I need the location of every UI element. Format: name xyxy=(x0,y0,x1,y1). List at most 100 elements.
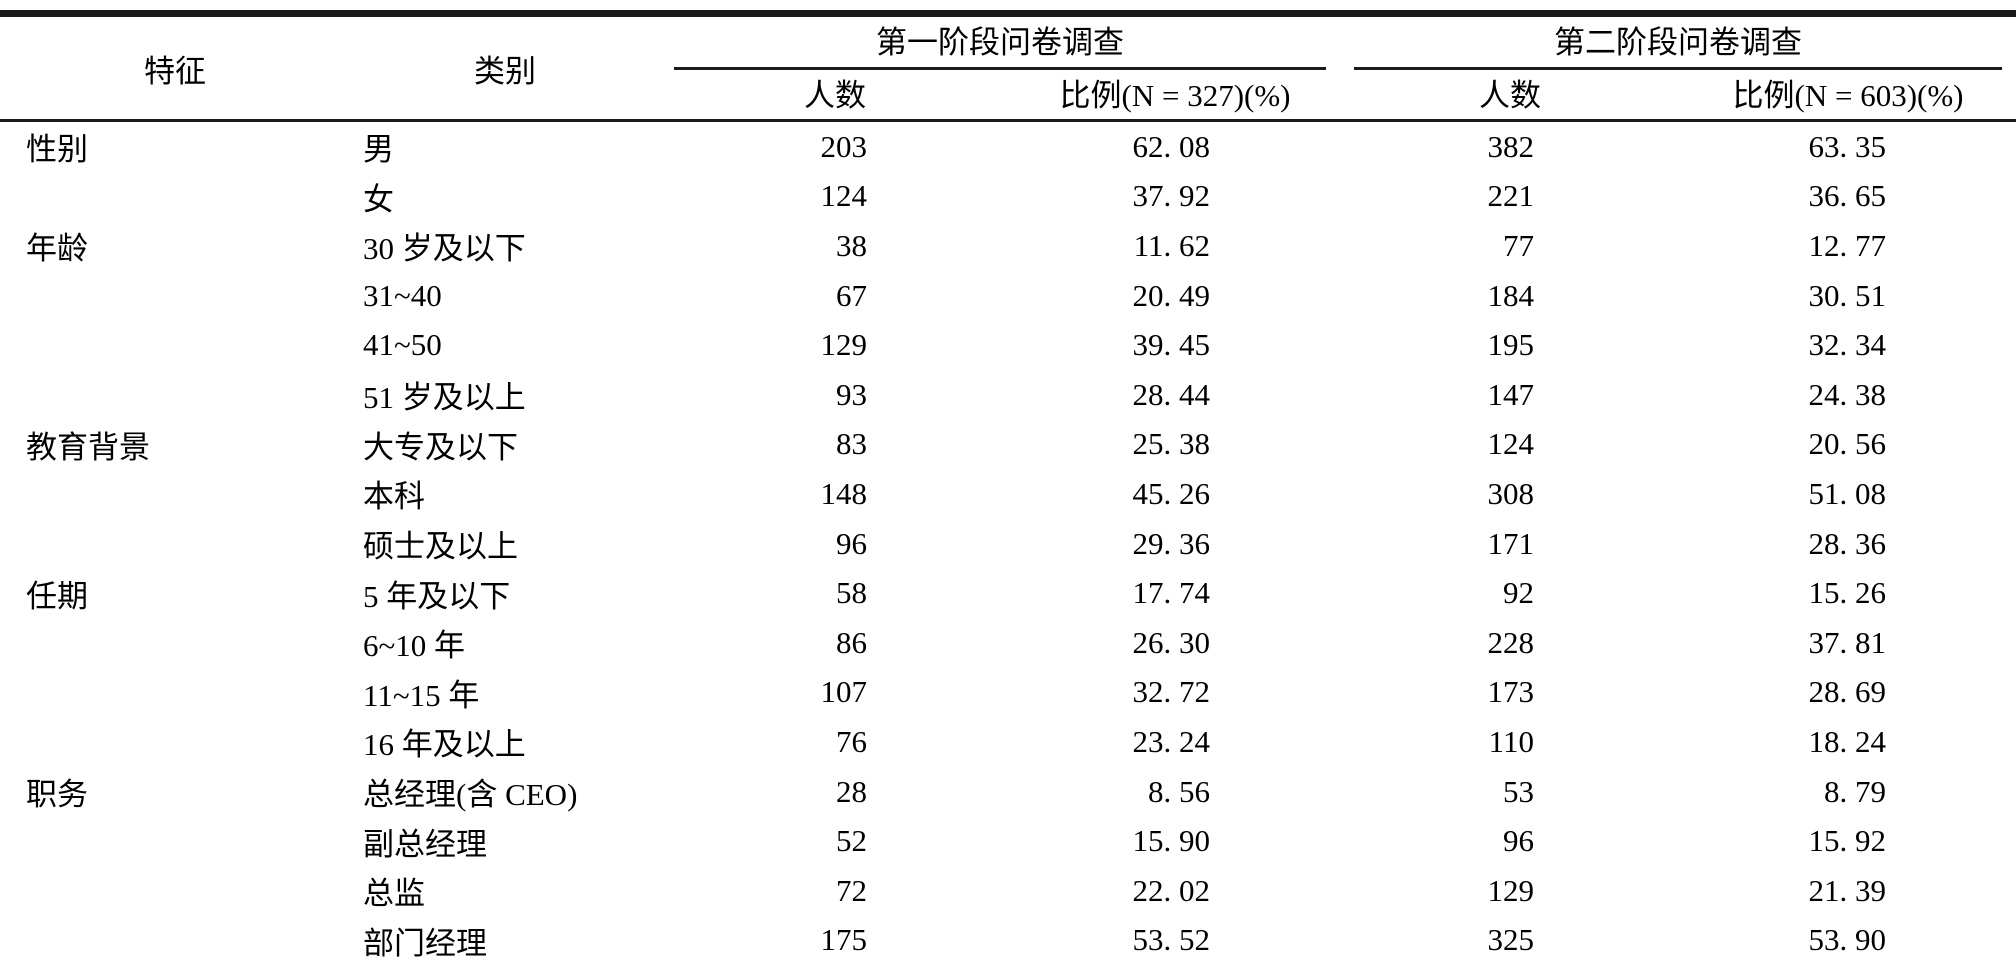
cell-category: 女 xyxy=(363,181,394,217)
cell-count-stage2: 382 xyxy=(1340,118,1680,172)
cell-count-stage1: 107 xyxy=(820,674,868,710)
cell-category: 总经理(含 CEO) xyxy=(363,777,578,813)
cell-count-stage2: 96 xyxy=(1503,823,1534,859)
cell-ratio-stage2: 28. 36 xyxy=(1808,525,1887,561)
cell-ratio-stage1: 53. 52 xyxy=(1132,922,1211,958)
cell-characteristic xyxy=(0,816,350,866)
cell-ratio-stage1: 39. 45 xyxy=(1132,327,1211,363)
cell-ratio-stage2: 53. 90 xyxy=(1808,922,1887,958)
cell-characteristic: 教育背景 xyxy=(26,429,150,465)
cell-ratio-stage2: 18. 24 xyxy=(1808,723,1887,759)
cell-category: 6~10 年 xyxy=(363,628,466,664)
table-row: 副总经理 52 15. 90 96 15. 92 xyxy=(0,816,2016,866)
cell-count-stage1: 148 xyxy=(820,475,868,511)
cell-count-stage1: 129 xyxy=(820,327,868,363)
cell-category: 51 岁及以上 xyxy=(363,380,526,416)
cell-count-stage2: 171 xyxy=(1487,525,1535,561)
cell-count-stage1: 86 xyxy=(836,624,867,660)
cell-ratio-stage2: 30. 51 xyxy=(1808,277,1887,313)
header-ratio-stage2: 比例(N = 603)(%) xyxy=(1732,78,1964,113)
cell-ratio-stage1: 62. 08 xyxy=(1010,118,1340,172)
cell-characteristic xyxy=(0,618,350,668)
cell-category: 5 年及以下 xyxy=(363,578,511,614)
cell-count-stage1: 83 xyxy=(836,426,867,462)
table-row: 6~10 年 86 26. 30 228 37. 81 xyxy=(0,618,2016,668)
cell-category: 男 xyxy=(350,118,660,172)
cell-ratio-stage1: 15. 90 xyxy=(1132,823,1211,859)
cell-count-stage1: 76 xyxy=(836,723,867,759)
header-category: 类别 xyxy=(474,53,536,89)
cell-ratio-stage1: 23. 24 xyxy=(1132,723,1211,759)
cell-count-stage2: 53 xyxy=(1503,773,1534,809)
header-group-stage1: 第一阶段问卷调查 xyxy=(660,14,1340,70)
cell-characteristic xyxy=(0,469,350,519)
cell-ratio-stage1: 22. 02 xyxy=(1132,872,1211,908)
cell-characteristic xyxy=(0,271,350,321)
cell-characteristic xyxy=(0,519,350,569)
cell-ratio-stage1: 45. 26 xyxy=(1132,475,1211,511)
cell-category: 41~50 xyxy=(363,327,442,363)
table-row: 部门经理 175 53. 52 325 53. 90 xyxy=(0,916,2016,960)
cell-ratio-stage2: 37. 81 xyxy=(1808,624,1887,660)
header-characteristic: 特征 xyxy=(144,53,206,89)
cell-characteristic: 年龄 xyxy=(26,231,88,267)
cell-category: 本科 xyxy=(363,479,425,515)
table-row: 31~40 67 20. 49 184 30. 51 xyxy=(0,271,2016,321)
cell-ratio-stage1: 25. 38 xyxy=(1132,426,1211,462)
cell-characteristic: 任期 xyxy=(26,578,88,614)
cell-count-stage1: 38 xyxy=(836,227,867,263)
header-group-stage2-label: 第二阶段问卷调查 xyxy=(1354,17,2002,70)
cell-ratio-stage2: 8. 79 xyxy=(1824,773,1886,809)
table-row: 任期 5 年及以下 58 17. 74 92 15. 26 xyxy=(0,568,2016,618)
cell-ratio-stage2: 28. 69 xyxy=(1808,674,1887,710)
cell-count-stage2: 147 xyxy=(1487,376,1535,412)
cell-ratio-stage2: 21. 39 xyxy=(1808,872,1887,908)
cell-characteristic xyxy=(0,370,350,420)
table-body: 性别 男 203 62. 08 382 63. 35 女 124 37. 92 … xyxy=(0,118,2016,960)
cell-category: 部门经理 xyxy=(363,925,487,960)
table-row: 职务 总经理(含 CEO) 28 8. 56 53 8. 79 xyxy=(0,767,2016,817)
cell-category: 副总经理 xyxy=(363,826,487,862)
cell-category: 16 年及以上 xyxy=(363,727,526,763)
cell-count-stage1: 28 xyxy=(836,773,867,809)
header-count-stage1: 人数 xyxy=(804,78,866,113)
cell-characteristic xyxy=(0,320,350,370)
cell-ratio-stage2: 12. 77 xyxy=(1808,227,1887,263)
table-row: 本科 148 45. 26 308 51. 08 xyxy=(0,469,2016,519)
cell-ratio-stage2: 36. 65 xyxy=(1808,178,1887,214)
cell-count-stage2: 325 xyxy=(1487,922,1535,958)
cell-count-stage1: 93 xyxy=(836,376,867,412)
table-row: 总监 72 22. 02 129 21. 39 xyxy=(0,866,2016,916)
cell-ratio-stage1: 29. 36 xyxy=(1132,525,1211,561)
table-row: 教育背景 大专及以下 83 25. 38 124 20. 56 xyxy=(0,420,2016,470)
cell-ratio-stage1: 11. 62 xyxy=(1133,227,1210,263)
cell-ratio-stage2: 51. 08 xyxy=(1808,475,1887,511)
cell-count-stage2: 221 xyxy=(1487,178,1535,214)
cell-count-stage2: 173 xyxy=(1487,674,1535,710)
cell-count-stage1: 124 xyxy=(820,178,868,214)
cell-ratio-stage1: 17. 74 xyxy=(1132,575,1211,611)
table-row: 年龄 30 岁及以下 38 11. 62 77 12. 77 xyxy=(0,221,2016,271)
cell-count-stage2: 308 xyxy=(1487,475,1535,511)
cell-count-stage2: 110 xyxy=(1488,723,1534,759)
table-row: 女 124 37. 92 221 36. 65 xyxy=(0,172,2016,222)
cell-characteristic: 性别 xyxy=(0,118,350,172)
cell-category: 30 岁及以下 xyxy=(363,231,526,267)
table-row: 11~15 年 107 32. 72 173 28. 69 xyxy=(0,668,2016,718)
cell-count-stage1: 72 xyxy=(836,872,867,908)
cell-count-stage1: 175 xyxy=(820,922,868,958)
header-group-stage2: 第二阶段问卷调查 xyxy=(1340,14,2016,70)
cell-ratio-stage1: 28. 44 xyxy=(1132,376,1211,412)
cell-count-stage2: 195 xyxy=(1487,327,1535,363)
cell-ratio-stage1: 8. 56 xyxy=(1148,773,1210,809)
cell-characteristic xyxy=(0,717,350,767)
cell-ratio-stage2: 15. 26 xyxy=(1808,575,1887,611)
cell-ratio-stage2: 20. 56 xyxy=(1808,426,1887,462)
cell-ratio-stage2: 63. 35 xyxy=(1680,118,2016,172)
table-row: 51 岁及以上 93 28. 44 147 24. 38 xyxy=(0,370,2016,420)
cell-count-stage2: 124 xyxy=(1487,426,1535,462)
cell-count-stage1: 67 xyxy=(836,277,867,313)
table-header: 特征 类别 第一阶段问卷调查 第二阶段问卷调查 人数 比例(N = 327)(%… xyxy=(0,14,2016,121)
sample-demographics-table: 特征 类别 第一阶段问卷调查 第二阶段问卷调查 人数 比例(N = 327)(%… xyxy=(0,10,2016,960)
